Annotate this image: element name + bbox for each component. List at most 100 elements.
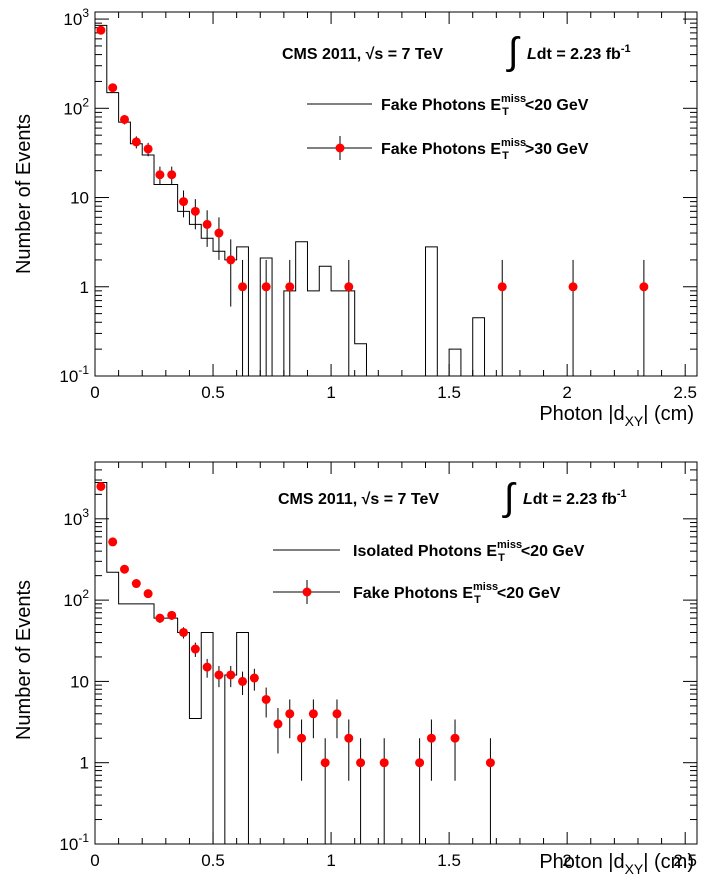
data-point <box>120 564 130 574</box>
chart-bottom: 0 0.5 1 1.5 2 2.5 10-1 1 10 102 103 Number of Eve… <box>13 461 698 877</box>
integral-sign-bottom: ∫ <box>502 477 517 519</box>
data-point <box>226 255 236 265</box>
data-point <box>96 25 106 35</box>
data-point <box>261 282 271 292</box>
data-point <box>131 579 141 589</box>
x-tick-label: 2 <box>562 383 571 402</box>
axis-ticks-bottom <box>94 461 697 845</box>
y-tick-labels-top: 10-1 1 10 102 103 <box>59 6 89 386</box>
x-tick-label: 0 <box>90 851 99 870</box>
x-axis-title-top: Photon |dXY| (cm) <box>539 403 694 429</box>
y-tick-label: 1 <box>80 754 89 773</box>
data-point <box>202 662 212 672</box>
data-point <box>308 709 318 719</box>
y-tick-label: 10 <box>70 672 89 691</box>
data-point <box>96 481 106 491</box>
legend-marker-symbol <box>335 143 345 153</box>
y-axis-title-bottom: Number of Events <box>13 580 35 740</box>
y-tick-label: 1 <box>80 278 89 297</box>
data-point <box>155 170 165 180</box>
data-point <box>143 589 153 599</box>
x-tick-label: 0.5 <box>201 383 225 402</box>
hist-step-line <box>94 24 697 377</box>
data-point <box>214 670 224 680</box>
x-tick-label: 0 <box>90 383 99 402</box>
data-point <box>320 758 330 768</box>
integral-sign: ∫ <box>506 31 521 73</box>
data-point <box>261 694 271 704</box>
x-tick-label: 1 <box>326 851 335 870</box>
axis-ticks-top <box>94 12 697 377</box>
data-point <box>167 610 177 620</box>
data-point <box>155 613 165 623</box>
points-series-bottom <box>96 481 495 844</box>
data-point <box>568 282 578 292</box>
x-tick-label: 2 <box>562 851 571 870</box>
lumi-text: Ldt = 2.23 fb-1 <box>527 43 631 63</box>
data-point <box>497 282 507 292</box>
data-point <box>179 197 189 207</box>
data-point <box>226 670 236 680</box>
x-tick-label: 1 <box>326 383 335 402</box>
annotation-cms-bottom: CMS 2011, √s = 7 TeV <box>278 491 439 508</box>
hist-series-bottom <box>94 481 697 845</box>
chart-top: 0 0.5 1 1.5 2 2.5 10-1 1 10 102 103 Number of Eve… <box>13 6 698 429</box>
x-tick-labels-bottom: 0 0.5 1 1.5 2 2.5 <box>90 851 697 870</box>
x-tick-label: 1.5 <box>437 383 461 402</box>
plot-frame-top <box>94 11 698 377</box>
x-axis-title-bottom: Photon |dXY| (cm) <box>539 851 694 877</box>
data-point <box>249 673 259 683</box>
data-point <box>450 733 460 743</box>
data-point <box>214 228 224 238</box>
data-point <box>202 219 212 229</box>
y-tick-label: 102 <box>63 95 89 118</box>
data-point <box>285 282 295 292</box>
y-tick-label: 10 <box>70 189 89 208</box>
y-tick-label: 10-1 <box>59 831 89 854</box>
annotation-cms-top: CMS 2011, √s = 7 TeV <box>282 46 443 63</box>
x-tick-label: 0.5 <box>201 851 225 870</box>
data-point <box>238 676 248 686</box>
x-tick-labels-top: 0 0.5 1 1.5 2 2.5 <box>90 383 697 402</box>
annotation-lumi-bottom: ∫ Ldt = 2.23 fb-1 <box>502 477 627 519</box>
y-tick-label: 103 <box>63 506 89 529</box>
legend-label-top-2: Fake Photons Emiss T >30 GeV <box>381 137 589 162</box>
data-point <box>190 644 200 654</box>
data-point <box>143 144 153 154</box>
hist-step-line <box>94 481 697 845</box>
data-point <box>297 733 307 743</box>
data-point <box>415 758 425 768</box>
data-point <box>332 709 342 719</box>
legend-top: Fake Photons Emiss T <20 GeV Fake Photons … <box>307 93 589 162</box>
legend-marker-symbol-b <box>302 587 312 597</box>
data-point <box>639 282 649 292</box>
data-point <box>485 758 495 768</box>
data-point <box>356 758 366 768</box>
data-point <box>131 137 141 147</box>
plot-frame-bottom <box>94 461 698 845</box>
legend-label-top-1: Fake Photons Emiss T <20 GeV <box>381 93 589 118</box>
points-series-top <box>96 25 649 376</box>
data-point <box>108 537 118 547</box>
data-point <box>238 282 248 292</box>
annotation-lumi-top: ∫ Ldt = 2.23 fb-1 <box>506 31 631 73</box>
data-point <box>285 709 295 719</box>
lumi-text-bottom: Ldt = 2.23 fb-1 <box>523 488 627 508</box>
x-tick-label: 2.5 <box>673 851 697 870</box>
data-point <box>167 170 177 180</box>
x-tick-label: 2.5 <box>673 383 697 402</box>
data-point <box>379 758 389 768</box>
y-tick-label: 102 <box>63 587 89 610</box>
data-point <box>179 627 189 637</box>
data-point <box>344 282 354 292</box>
legend-bottom: Isolated Photons Emiss T <20 GeV Fake Phot… <box>273 539 585 606</box>
legend-label-bottom-1: Isolated Photons Emiss T <20 GeV <box>353 539 585 564</box>
data-point <box>190 206 200 216</box>
data-point <box>344 733 354 743</box>
x-tick-label: 1.5 <box>437 851 461 870</box>
data-point <box>120 114 130 124</box>
y-axis-title-top: Number of Events <box>13 114 35 274</box>
data-point <box>108 83 118 93</box>
y-tick-labels-bottom: 10-1 1 10 102 103 <box>59 506 89 854</box>
